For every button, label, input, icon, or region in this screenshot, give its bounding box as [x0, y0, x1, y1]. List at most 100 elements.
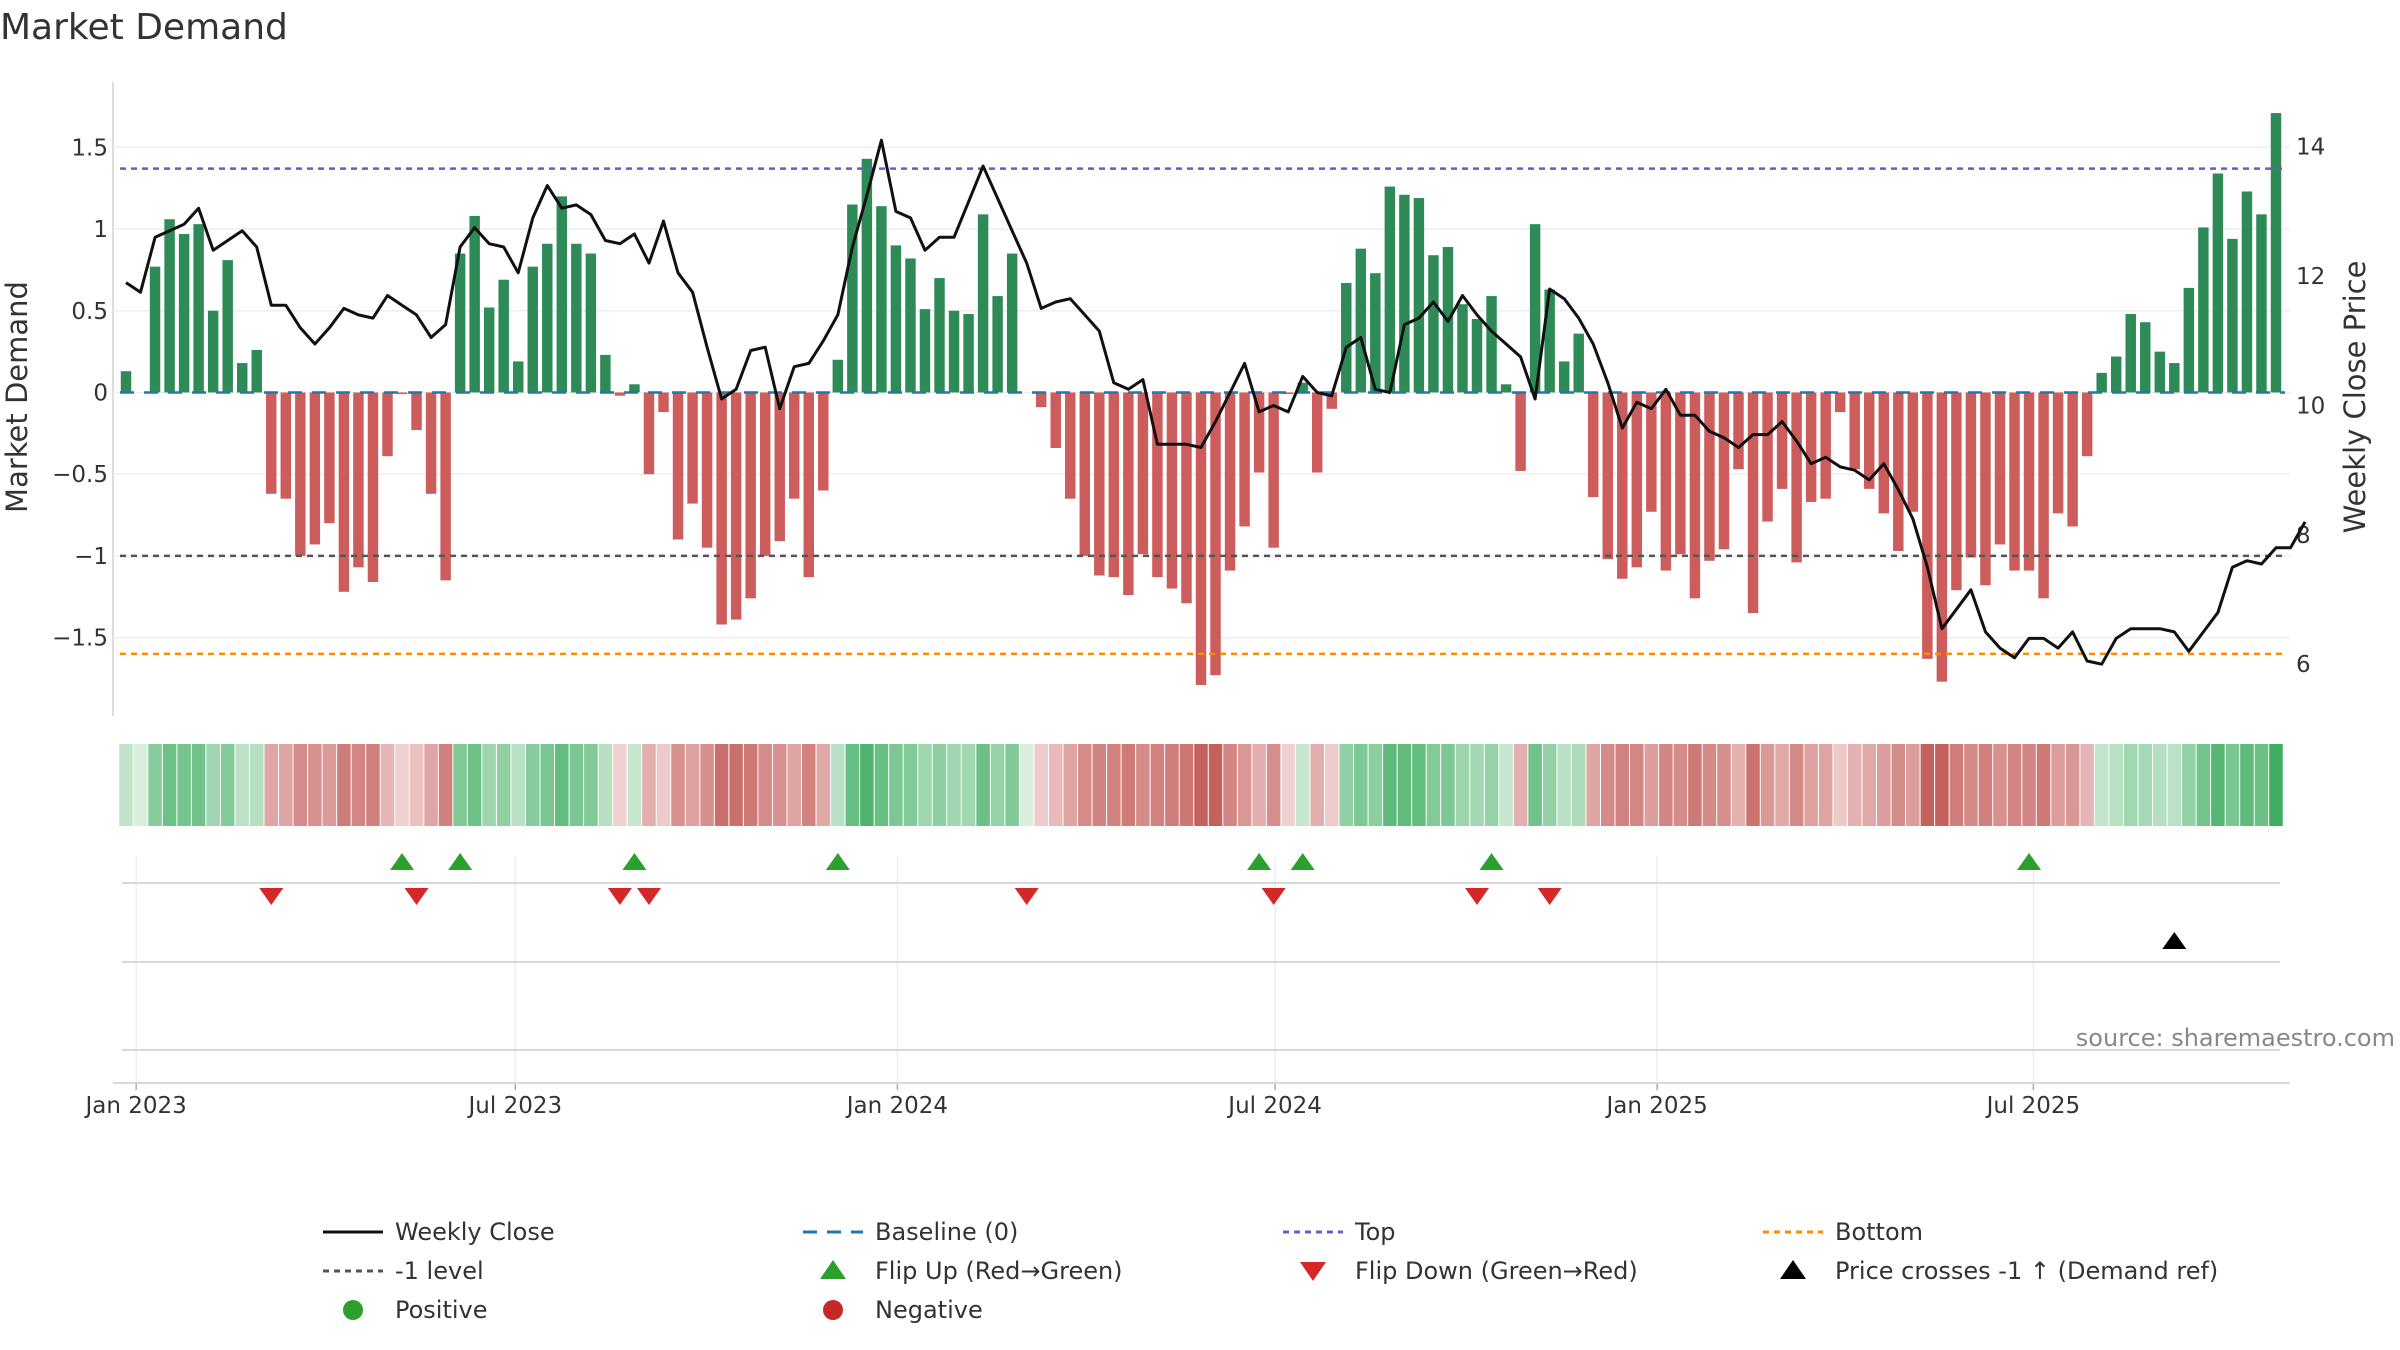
- heat-strip-cell: [1484, 744, 1499, 826]
- demand-bar-negative: [1210, 392, 1221, 676]
- demand-bar-negative: [1282, 392, 1294, 395]
- flip-up-marker: [448, 853, 473, 870]
- heat-strip-cell: [613, 744, 627, 826]
- heat-strip-cell: [2007, 744, 2022, 826]
- demand-bar-negative: [759, 392, 771, 556]
- demand-bar-negative: [1094, 392, 1105, 576]
- event-x-gridlines: [135, 856, 2035, 1090]
- heat-strip-cell: [249, 744, 264, 826]
- demand-bar-negative: [1065, 392, 1076, 499]
- demand-bar-positive: [847, 204, 858, 393]
- demand-bar-positive: [832, 359, 844, 393]
- legend-flip-up-label: Flip Up (Red→Green): [875, 1257, 1123, 1285]
- demand-bar-positive: [1006, 253, 1018, 393]
- demand-bar-negative: [1718, 392, 1730, 550]
- demand-bar-positive: [629, 384, 640, 393]
- x-tick-label: Jan 2023: [84, 1093, 187, 1119]
- demand-bar-positive: [963, 314, 974, 393]
- demand-bar-negative: [1253, 392, 1265, 473]
- demand-bar-positive: [2270, 113, 2282, 393]
- demand-bar-positive: [2140, 322, 2151, 393]
- demand-bar-negative: [324, 392, 335, 524]
- demand-bar-negative: [789, 392, 800, 499]
- heat-strip-cell: [889, 744, 903, 826]
- heat-strip-cell: [2138, 744, 2153, 826]
- demand-bar-positive: [2198, 227, 2209, 393]
- legend-minus-one-label: -1 level: [395, 1257, 484, 1285]
- y2-tick-label: 14: [2296, 135, 2325, 161]
- legend-positive-icon: [343, 1300, 363, 1320]
- demand-bar-positive: [1297, 382, 1308, 393]
- heat-strip-cell: [1237, 744, 1252, 826]
- heat-strip-cell: [2225, 744, 2240, 826]
- heat-strip-cell: [1789, 744, 1804, 826]
- demand-bar-negative: [730, 392, 742, 620]
- legend-flip-down: Flip Down (Green→Red): [1300, 1257, 1638, 1285]
- demand-bar-positive: [919, 309, 931, 393]
- heat-strip-cell: [1935, 744, 1949, 826]
- flip-down-marker: [1014, 888, 1039, 905]
- demand-bar-negative: [1820, 392, 1831, 499]
- source-label: source: sharemaestro.com: [2076, 1024, 2395, 1052]
- heat-strip-cell: [264, 744, 279, 826]
- demand-bar-positive: [1341, 282, 1352, 393]
- demand-bar-positive: [454, 253, 466, 393]
- demand-bar-negative: [1951, 392, 1962, 591]
- flip-up-marker: [1247, 853, 1272, 870]
- heat-strip-cell: [1368, 744, 1383, 826]
- heat-strip-cell: [308, 744, 322, 826]
- heat-strip-cell: [947, 744, 961, 826]
- heat-strip-cell: [1455, 744, 1470, 826]
- heat-strip-cell: [1470, 744, 1484, 826]
- demand-bar-negative: [1994, 392, 2006, 545]
- demand-bar-negative: [1515, 392, 1526, 471]
- demand-bar-positive: [542, 243, 553, 393]
- legend-price-cross-label: Price crosses -1 ↑ (Demand ref): [1835, 1257, 2218, 1285]
- heat-strip-cell: [1833, 744, 1847, 826]
- heat-strip-cell: [366, 744, 380, 826]
- demand-bar-negative: [701, 392, 713, 548]
- demand-bar-positive: [1370, 273, 1381, 393]
- demand-bar-negative: [818, 392, 829, 491]
- heat-strip-cell: [642, 744, 656, 826]
- heat-strip-cell: [424, 744, 438, 826]
- x-tick-label: Jul 2024: [1226, 1093, 1322, 1119]
- demand-bar-negative: [1689, 392, 1701, 599]
- heat-strip-cell: [2167, 744, 2182, 826]
- heat-strip-cell: [1078, 744, 1092, 826]
- heat-strip-cell: [598, 744, 613, 826]
- heat-strip-cell: [162, 744, 177, 826]
- flip-down-marker: [607, 888, 632, 905]
- demand-bar-negative: [1849, 392, 1860, 470]
- demand-bar-negative: [2038, 392, 2049, 599]
- demand-bar-positive: [1544, 289, 1555, 393]
- demand-bar-negative: [774, 392, 785, 542]
- heat-strip-cell: [1324, 744, 1339, 826]
- y-tick-label: 0.5: [71, 299, 108, 325]
- heat-strip-cell: [1513, 744, 1528, 826]
- flip-up-marker: [1290, 853, 1315, 870]
- heat-strip-cell: [1673, 744, 1688, 826]
- heat-strip-cell: [569, 744, 584, 826]
- heat-strip-cell: [191, 744, 206, 826]
- heat-strip-cell: [1906, 744, 1920, 826]
- legend: Weekly Close Baseline (0) Top Bottom -1 …: [323, 1218, 2218, 1324]
- flip-up-marker: [622, 853, 647, 870]
- heat-strip-cell: [279, 744, 293, 826]
- demand-bar-negative: [382, 392, 393, 457]
- heat-strip-cell: [1528, 744, 1542, 826]
- demand-bar-negative: [1617, 392, 1628, 579]
- heat-strip-cell: [1978, 744, 1993, 826]
- demand-bar-negative: [2009, 392, 2020, 571]
- heat-strip-cell: [2051, 744, 2065, 826]
- heat-strip-cell: [1615, 744, 1630, 826]
- events-panel: Jan 2023 Jul 2023 Jan 2024 Jul 2024 Jan 2025…: [84, 853, 2290, 1119]
- demand-bar-negative: [1268, 392, 1279, 548]
- y2-tick-label: 6: [2296, 652, 2311, 678]
- demand-bar-negative: [1137, 392, 1149, 555]
- legend-baseline: Baseline (0): [803, 1218, 1018, 1246]
- demand-bar-positive: [2154, 351, 2166, 393]
- heat-strip-cell: [1063, 744, 1078, 826]
- y-tick-label: −0.5: [52, 462, 108, 488]
